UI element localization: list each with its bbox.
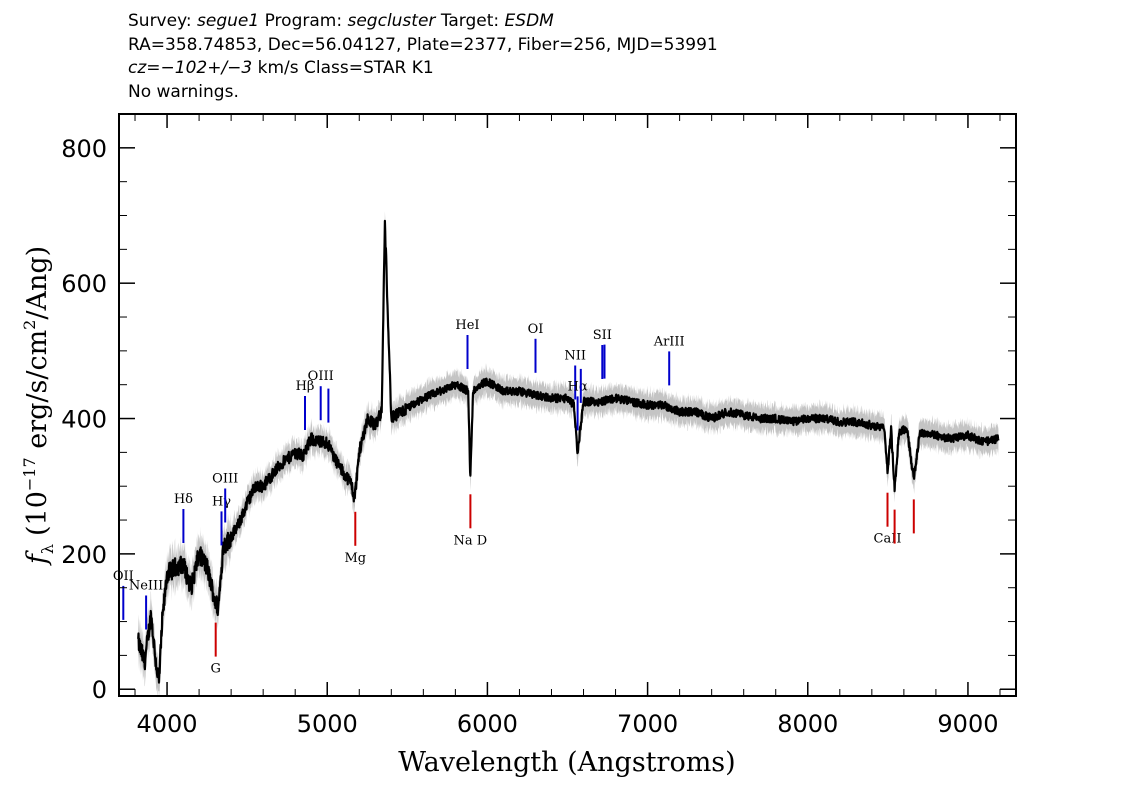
y-axis-title: fλ (10−17 erg/s/cm2/Ang) bbox=[20, 246, 57, 566]
header-redshift-line: cz=−102+/−3 km/s Class=STAR K1 bbox=[128, 57, 718, 81]
header-survey-line: Survey: segue1 Program: segcluster Targe… bbox=[128, 10, 718, 34]
line-label-mg-5175: Mg bbox=[344, 551, 366, 566]
axis-layer: 4000 5000 6000 7000 8000 9000 0 200 400 600 800 bbox=[61, 113, 1016, 738]
y-tick-label: 600 bbox=[61, 270, 107, 298]
line-label-na-d-5894: Na D bbox=[454, 533, 488, 548]
y-axis-title-exp2: 2 bbox=[20, 320, 39, 330]
cz-value: −102+/−3 bbox=[160, 58, 253, 78]
x-tick-label: 8000 bbox=[777, 710, 838, 738]
x-axis-title: Wavelength (Angstroms) bbox=[398, 747, 735, 778]
line-label-g-4304: G bbox=[211, 662, 221, 677]
y-axis-title-close: /Ang) bbox=[22, 246, 53, 320]
program-label: Program: bbox=[264, 11, 343, 31]
line-label-neiii-3869: NeIII bbox=[129, 579, 163, 594]
target-value: ESDM bbox=[504, 11, 554, 31]
line-label-hγ-4340: Hγ bbox=[212, 494, 231, 509]
line-label-hα-6563: Hα bbox=[568, 379, 588, 394]
x-tick-label: 7000 bbox=[617, 710, 678, 738]
line-label-oi-6300: OI bbox=[528, 322, 544, 337]
x-tick-label: 9000 bbox=[937, 710, 998, 738]
y-tick-label: 400 bbox=[61, 406, 107, 434]
line-label-nii-6548: NII bbox=[564, 349, 586, 364]
y-axis-title-lambda: λ bbox=[38, 544, 57, 554]
survey-label: Survey: bbox=[128, 11, 192, 31]
line-label-caii-8498: CaII bbox=[874, 532, 902, 547]
line-label-ariii-7135: ArIII bbox=[653, 334, 685, 349]
flux-series-line bbox=[137, 219, 1000, 684]
y-tick-label: 0 bbox=[92, 676, 107, 704]
line-label-sii-6717: SII bbox=[593, 328, 612, 343]
x-tick-label: 4000 bbox=[137, 710, 198, 738]
line-label-oiii-4959: OIII bbox=[308, 369, 334, 384]
program-value: segcluster bbox=[347, 11, 436, 31]
spectrum-header: Survey: segue1 Program: segcluster Targe… bbox=[128, 10, 718, 104]
line-label-hβ-4861: Hβ bbox=[296, 379, 315, 394]
line-label-hδ-4102: Hδ bbox=[174, 492, 193, 507]
target-label: Target: bbox=[440, 11, 500, 31]
cz-label: cz= bbox=[128, 58, 161, 78]
y-axis-title-mid: erg/s/cm bbox=[22, 330, 53, 458]
line-label-oiii-4363: OIII bbox=[212, 472, 238, 487]
y-tick-label: 200 bbox=[61, 541, 107, 569]
line-label-hei-5876: HeI bbox=[455, 318, 479, 333]
error-band-layer bbox=[138, 211, 999, 696]
y-axis-title-open: (10 bbox=[22, 491, 53, 536]
y-axis-title-exp1: −17 bbox=[20, 457, 39, 491]
header-warnings-line: No warnings. bbox=[128, 81, 239, 102]
header-coordinates-line: RA=358.74853, Dec=56.04127, Plate=2377, … bbox=[128, 34, 718, 55]
survey-value: segue1 bbox=[197, 11, 260, 31]
flux-error-band bbox=[138, 211, 999, 696]
y-tick-label: 800 bbox=[61, 135, 107, 163]
plot-frame bbox=[118, 113, 1017, 697]
y-axis-title-f: f bbox=[22, 550, 53, 566]
flux-layer bbox=[137, 219, 1000, 684]
x-tick-label: 6000 bbox=[457, 710, 518, 738]
x-tick-label: 5000 bbox=[297, 710, 358, 738]
cz-units-class: km/s Class=STAR K1 bbox=[252, 58, 434, 78]
